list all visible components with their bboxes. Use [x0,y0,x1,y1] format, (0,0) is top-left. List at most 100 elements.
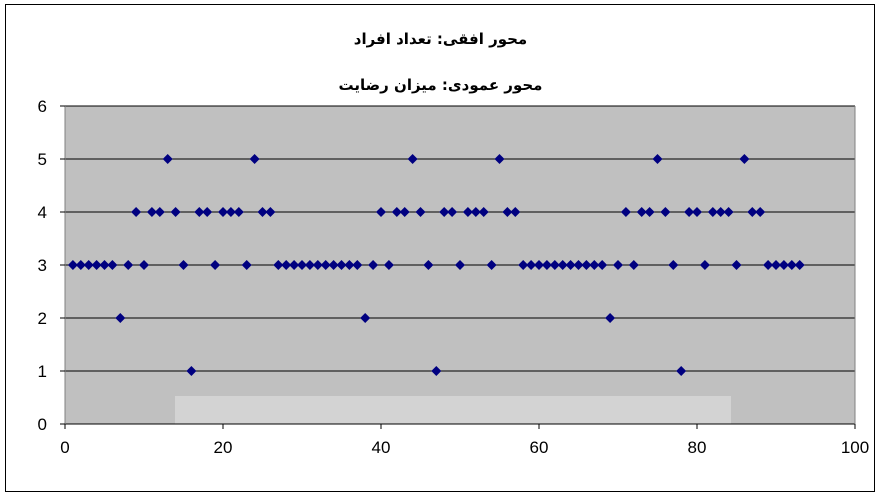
data-point [289,260,300,270]
data-point [218,207,228,217]
data-point [644,207,655,217]
data-point [328,260,339,270]
data-point [510,207,521,217]
data-point [455,260,465,270]
x-tick-label: 100 [841,438,869,457]
data-point [739,154,750,164]
data-point [352,260,363,270]
data-point [771,260,781,270]
data-point [557,260,568,270]
data-point [565,260,576,270]
data-point [794,260,805,270]
data-point [312,260,323,270]
data-point [344,260,355,270]
data-point [502,207,513,217]
data-point [707,207,718,217]
data-point [636,207,647,217]
x-tick-label: 60 [530,438,549,457]
data-point [447,207,458,217]
x-tick-label: 80 [688,438,707,457]
plot-highlight-band [175,396,731,424]
y-tick-label: 5 [38,150,47,169]
data-point [684,207,695,217]
data-point [391,207,402,217]
data-points [67,154,805,376]
data-point [281,260,292,270]
chart-subtitle: محور عمودی: میزان رضایت [338,76,543,94]
data-point [320,260,331,270]
data-point [304,260,315,270]
data-point [178,260,189,270]
data-point [652,154,663,164]
data-point [573,260,584,270]
data-point [715,207,726,217]
data-point [605,313,616,323]
data-point [589,260,600,270]
data-point [233,207,244,217]
y-tick-label: 6 [38,97,47,116]
data-point [613,260,623,270]
x-tick-label: 40 [372,438,391,457]
data-point [202,207,213,217]
y-tick-label: 0 [38,415,47,434]
x-tick-label: 0 [60,438,69,457]
data-point [75,260,86,270]
data-point [668,260,679,270]
y-tick-label: 2 [38,309,47,328]
axes [60,105,856,429]
tick-labels: 0 20 40 60 80 100 0 1 2 3 4 5 6 [38,97,870,457]
data-point [462,207,473,217]
y-tick-label: 3 [38,256,47,275]
data-point [763,260,774,270]
data-point [154,207,165,217]
data-point [162,154,173,164]
data-point [470,207,481,217]
x-tick-label: 20 [214,438,233,457]
data-point [360,313,371,323]
data-point [194,207,205,217]
data-point [186,366,197,376]
y-tick-label: 4 [38,203,47,222]
data-point [407,154,418,164]
data-point [368,260,379,270]
data-point [336,260,347,270]
data-point [786,260,797,270]
data-point [146,207,157,217]
data-point [107,260,118,270]
data-point [225,207,236,217]
data-point [778,260,789,270]
data-point [541,260,552,270]
data-point [131,207,142,217]
data-point [581,260,592,270]
data-point [439,207,450,217]
data-point [526,260,537,270]
data-point [597,260,608,270]
data-point [494,154,505,164]
data-point [755,207,766,217]
data-point [731,260,742,270]
data-point [115,313,126,323]
data-point [699,260,710,270]
data-point [170,207,181,217]
data-point [83,260,94,270]
data-point [518,260,529,270]
data-point [67,260,78,270]
data-point [297,260,307,270]
data-point [139,260,149,270]
data-point [99,260,110,270]
data-point [478,207,489,217]
data-point [723,207,734,217]
data-point [241,260,252,270]
data-point [534,260,544,270]
data-point [676,366,687,376]
y-tick-label: 1 [38,362,47,381]
data-point [415,207,426,217]
data-point [620,207,631,217]
data-point [747,207,758,217]
data-point [549,260,560,270]
data-point [376,207,386,217]
data-point [431,366,442,376]
chart-title: محور افقی: تعداد افراد [353,30,528,48]
data-point [210,260,221,270]
